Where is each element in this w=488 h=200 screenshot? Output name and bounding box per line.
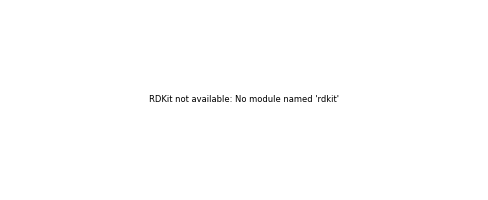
Text: RDKit not available: No module named 'rdkit': RDKit not available: No module named 'rd… bbox=[149, 96, 339, 104]
